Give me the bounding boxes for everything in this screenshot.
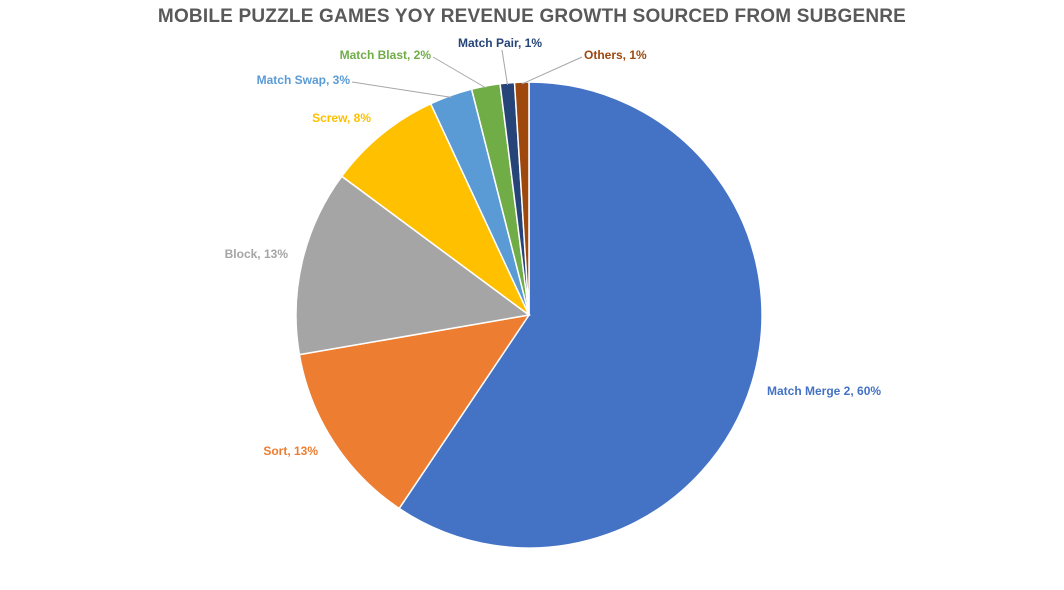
leader-line-match-blast: [432, 56, 487, 89]
pie-slice-others: [513, 81, 530, 316]
data-label-match-merge-2: Match Merge 2, 60%: [767, 384, 881, 398]
data-label-match-blast: Match Blast, 2%: [340, 48, 432, 62]
data-label-screw: Screw, 8%: [312, 111, 371, 125]
pie-slice-screw: [340, 102, 530, 316]
data-label-sort: Sort, 13%: [263, 444, 318, 458]
pie-slice-match-merge-2: [398, 81, 763, 549]
leader-line-match-swap: [351, 81, 452, 98]
data-label-match-swap: Match Swap, 3%: [257, 73, 351, 87]
leader-line-others: [521, 56, 583, 85]
data-label-block: Block, 13%: [225, 247, 289, 261]
pie-slice-sort: [298, 313, 531, 510]
chart-title: MOBILE PUZZLE GAMES YOY REVENUE GROWTH S…: [157, 6, 907, 27]
data-label-match-pair: Match Pair, 1%: [458, 36, 542, 50]
data-label-others: Others, 1%: [584, 48, 647, 62]
leader-line-match-pair: [501, 49, 508, 86]
pie-slice-block: [295, 175, 531, 356]
